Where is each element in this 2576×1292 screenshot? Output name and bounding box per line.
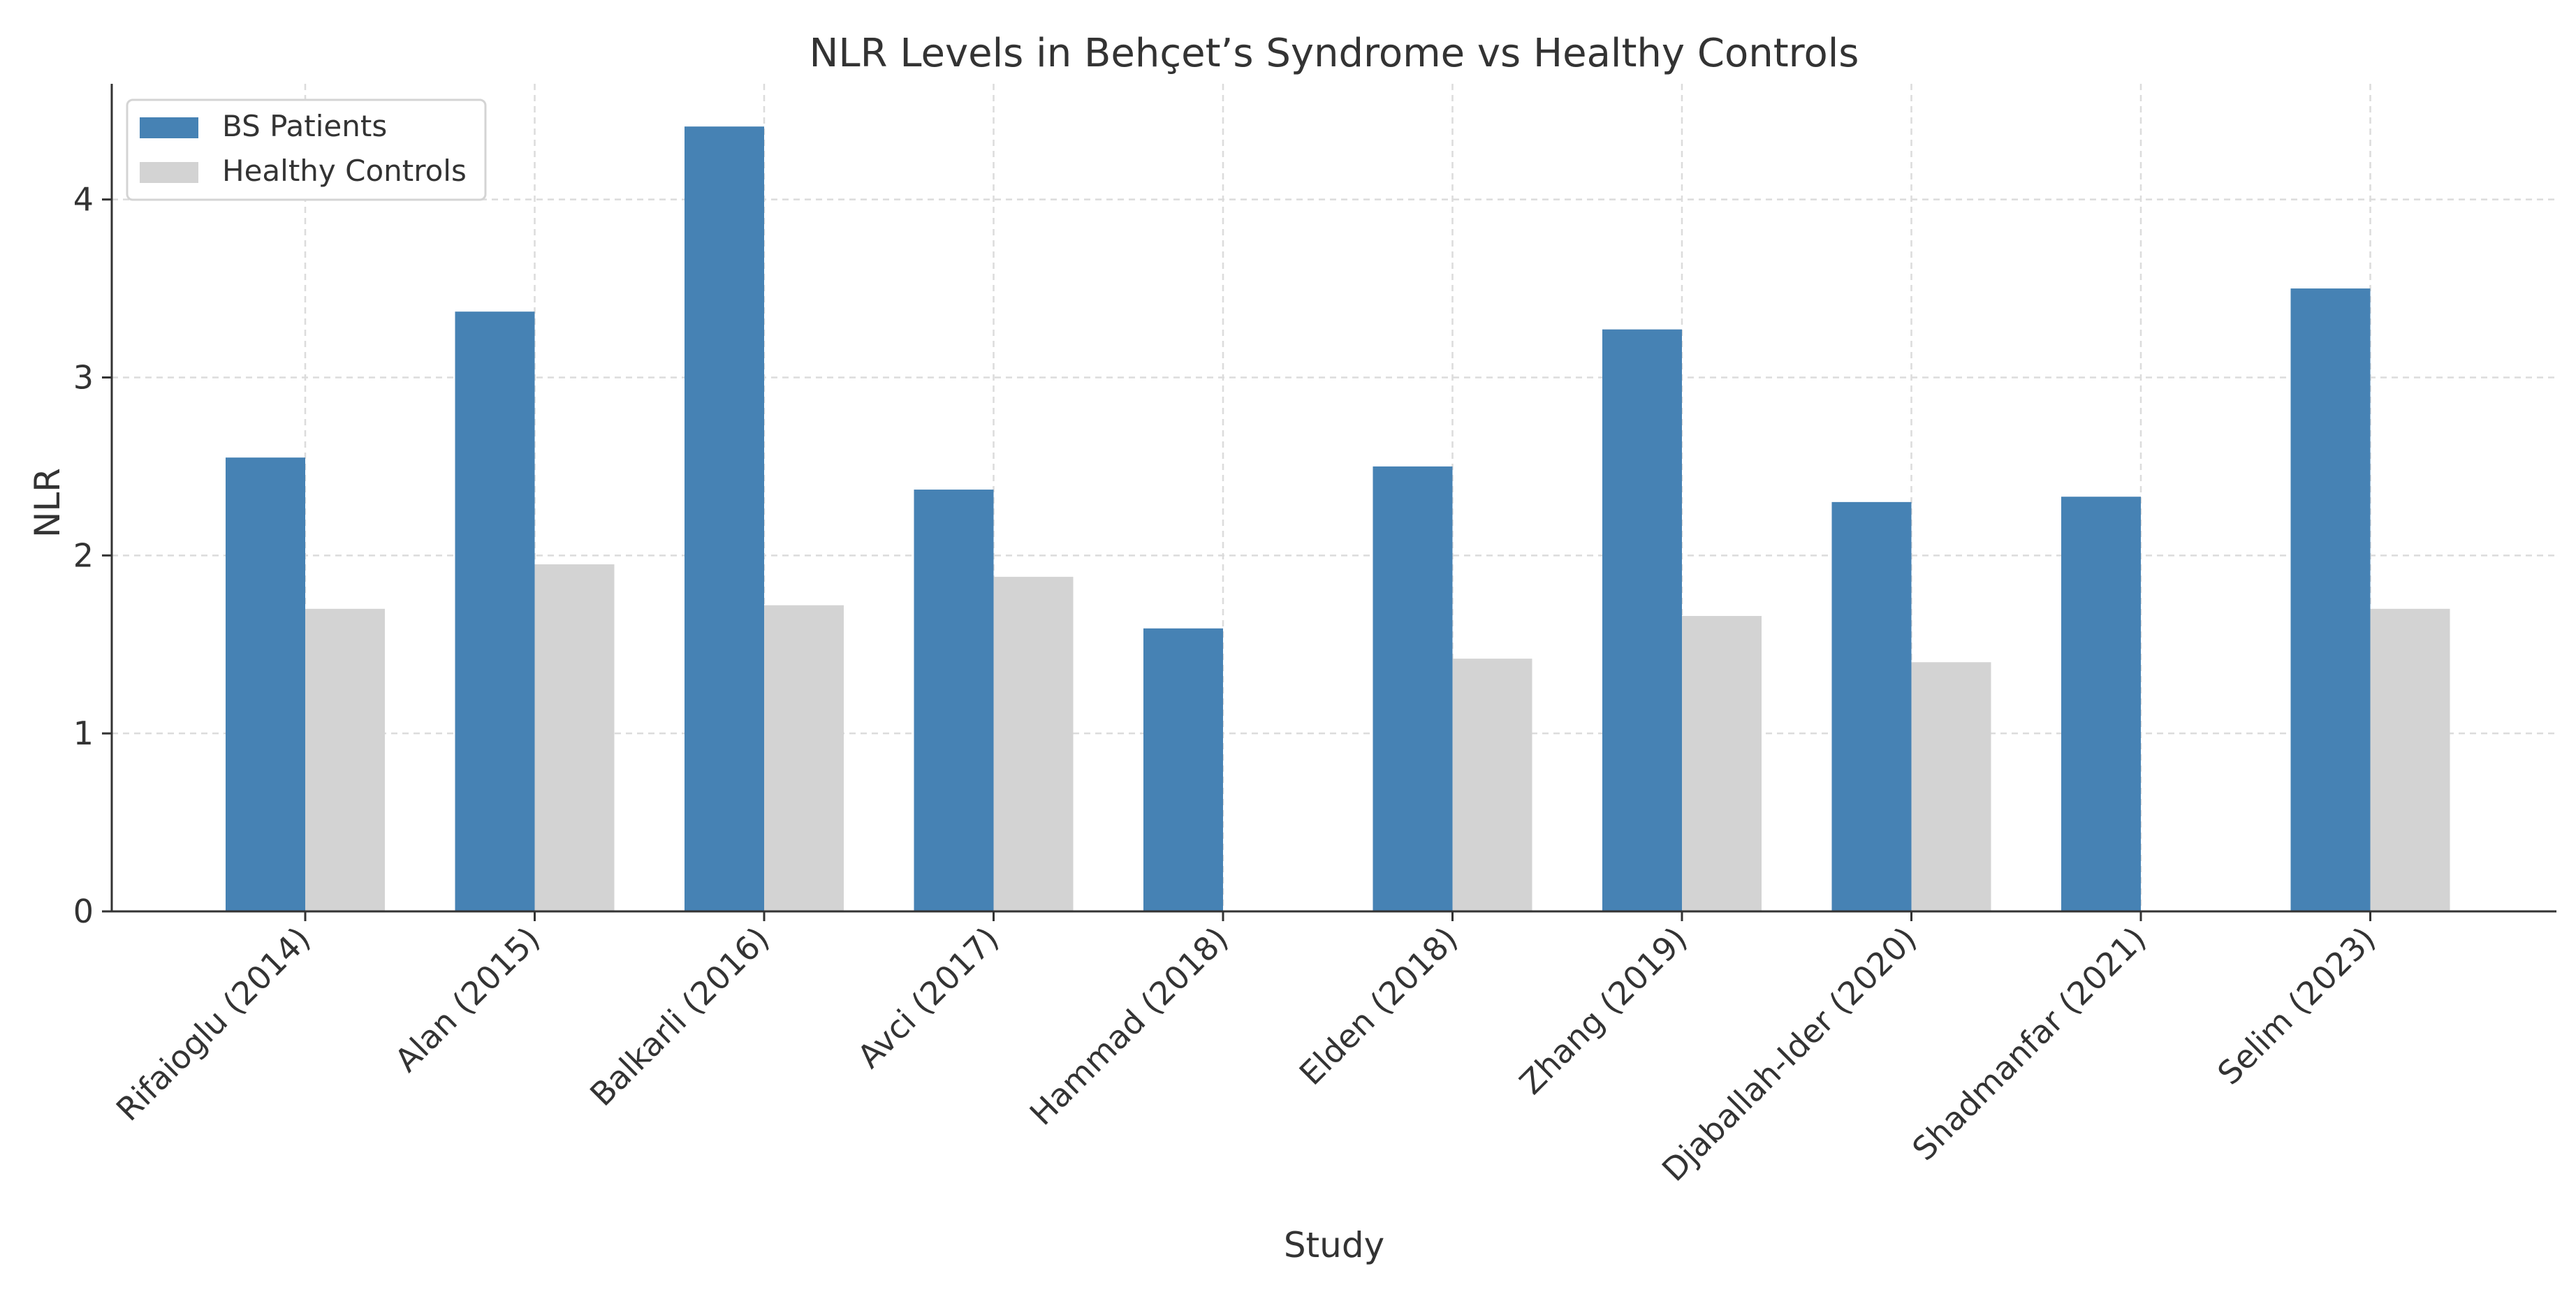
legend-swatch-bs-patients <box>140 117 198 138</box>
bar-bs-patients <box>2061 497 2141 911</box>
bar-healthy-controls <box>993 576 1074 911</box>
y-tick-label: 3 <box>73 358 94 396</box>
bar-healthy-controls <box>1911 662 1991 911</box>
y-tick-label: 2 <box>73 536 94 574</box>
bar-bs-patients <box>1602 329 1682 911</box>
legend-frame <box>126 98 487 201</box>
bar-healthy-controls <box>1452 659 1532 911</box>
bar-bs-patients <box>1831 501 1912 911</box>
bar-bs-patients <box>455 311 535 911</box>
bar-bs-patients <box>1143 628 1223 911</box>
legend-label-bs-patients: BS Patients <box>222 109 387 143</box>
y-axis-label: NLR <box>27 468 68 538</box>
y-tick-label: 0 <box>73 893 94 930</box>
y-tick-label: 4 <box>73 181 94 219</box>
legend-label-healthy-controls: Healthy Controls <box>222 154 467 188</box>
chart-title: NLR Levels in Behçet’s Syndrome vs Healt… <box>810 31 1859 76</box>
bar-bs-patients <box>226 457 305 911</box>
bar-bs-patients <box>685 126 764 912</box>
bar-healthy-controls <box>305 608 385 911</box>
bar-bs-patients <box>914 490 994 911</box>
bar-healthy-controls <box>534 564 615 911</box>
legend-swatch-healthy-controls <box>140 162 198 183</box>
legend: BS Patients Healthy Controls <box>126 98 487 201</box>
bar-healthy-controls <box>764 605 844 911</box>
bar-bs-patients <box>1373 466 1453 911</box>
bar-bs-patients <box>2290 288 2371 911</box>
x-axis-label: Study <box>1284 1225 1384 1265</box>
bar-healthy-controls <box>2370 608 2450 911</box>
y-tick-label: 1 <box>73 714 94 752</box>
bar-healthy-controls <box>1682 615 1762 911</box>
